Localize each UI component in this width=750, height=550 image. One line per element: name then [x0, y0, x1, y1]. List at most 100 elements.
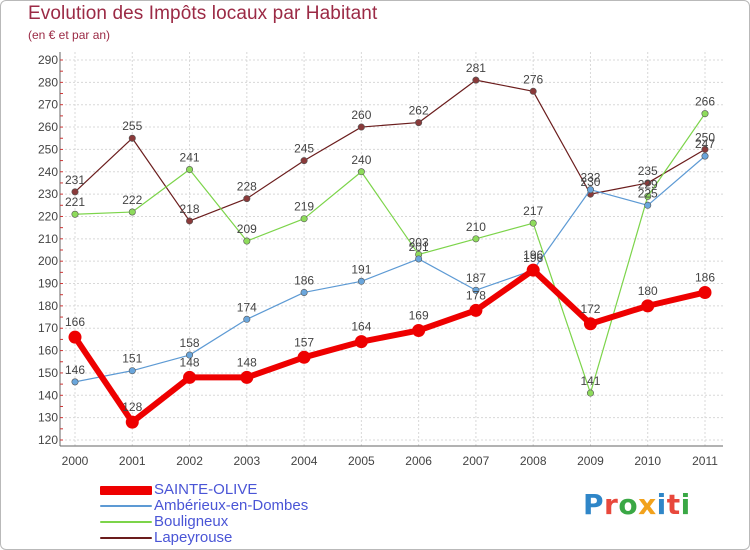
legend-swatch: [100, 521, 152, 523]
legend-swatch: [100, 537, 152, 539]
data-point: [300, 157, 308, 165]
axes: 1201301401501601701801902002102202302402…: [38, 52, 723, 468]
legend-label: SAINTE-OLIVE: [154, 481, 258, 498]
legend-item: Bouligneux: [100, 514, 308, 530]
data-label: 148: [180, 355, 200, 369]
data-label: 228: [237, 180, 257, 194]
data-label: 157: [294, 335, 314, 349]
y-tick-label: 130: [38, 411, 58, 425]
data-point: [701, 110, 709, 118]
data-labels: 231 255 218 228 245 260 262 281 276 230 235 250 221 2…: [65, 61, 715, 414]
data-label: 186: [695, 270, 715, 284]
data-label: 217: [523, 204, 543, 218]
data-point: [125, 415, 139, 429]
data-point: [701, 152, 709, 160]
brand-letter: r: [604, 488, 619, 521]
legend-swatch: [100, 485, 152, 495]
data-label: 196: [523, 248, 543, 262]
series-line-Bouligneux: [74, 113, 706, 394]
data-label: 281: [466, 61, 486, 75]
data-point: [300, 288, 308, 296]
x-tick-label: 2003: [233, 454, 260, 468]
y-tick-label: 260: [38, 120, 58, 134]
y-tick-label: 210: [38, 232, 58, 246]
data-point: [586, 389, 594, 397]
data-point: [128, 134, 136, 142]
data-point: [243, 315, 251, 323]
x-tick-label: 2007: [463, 454, 490, 468]
data-label: 141: [580, 374, 600, 388]
data-label: 191: [351, 262, 371, 276]
x-tick-label: 2005: [348, 454, 375, 468]
x-tick-label: 2010: [634, 454, 661, 468]
data-label: 260: [351, 108, 371, 122]
data-point: [644, 192, 652, 200]
data-label: 151: [122, 352, 142, 366]
data-label: 229: [638, 177, 658, 191]
data-label: 148: [237, 355, 257, 369]
chart-subtitle: (en € et par an): [28, 28, 111, 42]
x-tick-label: 2006: [405, 454, 432, 468]
y-tick-label: 120: [38, 433, 58, 447]
data-point: [472, 235, 480, 243]
data-label: 276: [523, 72, 543, 86]
data-label: 158: [180, 336, 200, 350]
data-point: [243, 195, 251, 203]
legend-item: Lapeyrouse: [100, 530, 308, 546]
data-label: 196: [523, 251, 543, 265]
data-label: 262: [409, 104, 429, 118]
data-label: 174: [237, 300, 257, 314]
data-label: 250: [695, 130, 715, 144]
brand-letter: t: [666, 488, 681, 521]
data-label: 187: [466, 271, 486, 285]
data-point: [68, 330, 82, 344]
brand-letter: o: [618, 488, 639, 521]
data-point: [71, 210, 79, 218]
data-point: [243, 237, 251, 245]
data-point: [529, 219, 537, 227]
x-tick-label: 2004: [291, 454, 318, 468]
data-point: [357, 123, 365, 131]
data-label: 172: [580, 302, 600, 316]
x-tick-label: 2000: [62, 454, 89, 468]
data-point: [186, 166, 194, 174]
data-label: 230: [580, 175, 600, 189]
y-tick-label: 270: [38, 98, 58, 112]
y-tick-label: 170: [38, 321, 58, 335]
data-label: 221: [65, 195, 85, 209]
data-point: [698, 285, 712, 299]
data-label: 169: [409, 308, 429, 322]
y-tick-label: 250: [38, 142, 58, 156]
legend-label: Bouligneux: [154, 513, 229, 530]
data-point: [472, 76, 480, 84]
x-tick-label: 2002: [176, 454, 203, 468]
grid-lines: [65, 52, 723, 446]
data-point: [354, 335, 368, 349]
data-label: 210: [466, 220, 486, 234]
proxiti-logo: Proxiti: [583, 488, 691, 521]
data-label: 203: [409, 235, 429, 249]
y-tick-label: 150: [38, 366, 58, 380]
legend-label: Lapeyrouse: [154, 529, 233, 546]
brand-letter: x: [638, 488, 657, 521]
data-label: 218: [180, 202, 200, 216]
data-point: [357, 277, 365, 285]
data-label: 245: [294, 142, 314, 156]
x-tick-label: 2001: [119, 454, 146, 468]
data-label: 209: [237, 222, 257, 236]
data-point: [412, 323, 426, 337]
data-point: [71, 378, 79, 386]
y-tick-label: 190: [38, 277, 58, 291]
data-point: [186, 217, 194, 225]
series-line-Lapeyrouse: [74, 79, 706, 222]
data-label: 146: [65, 363, 85, 377]
data-label: 222: [122, 193, 142, 207]
chart-title: Evolution des Impôts locaux par Habitant: [28, 3, 378, 24]
data-label: 164: [351, 320, 371, 334]
brand-letter: P: [583, 488, 605, 521]
data-point: [71, 188, 79, 196]
data-point: [641, 299, 655, 313]
data-label: 235: [638, 164, 658, 178]
y-tick-label: 290: [38, 53, 58, 67]
